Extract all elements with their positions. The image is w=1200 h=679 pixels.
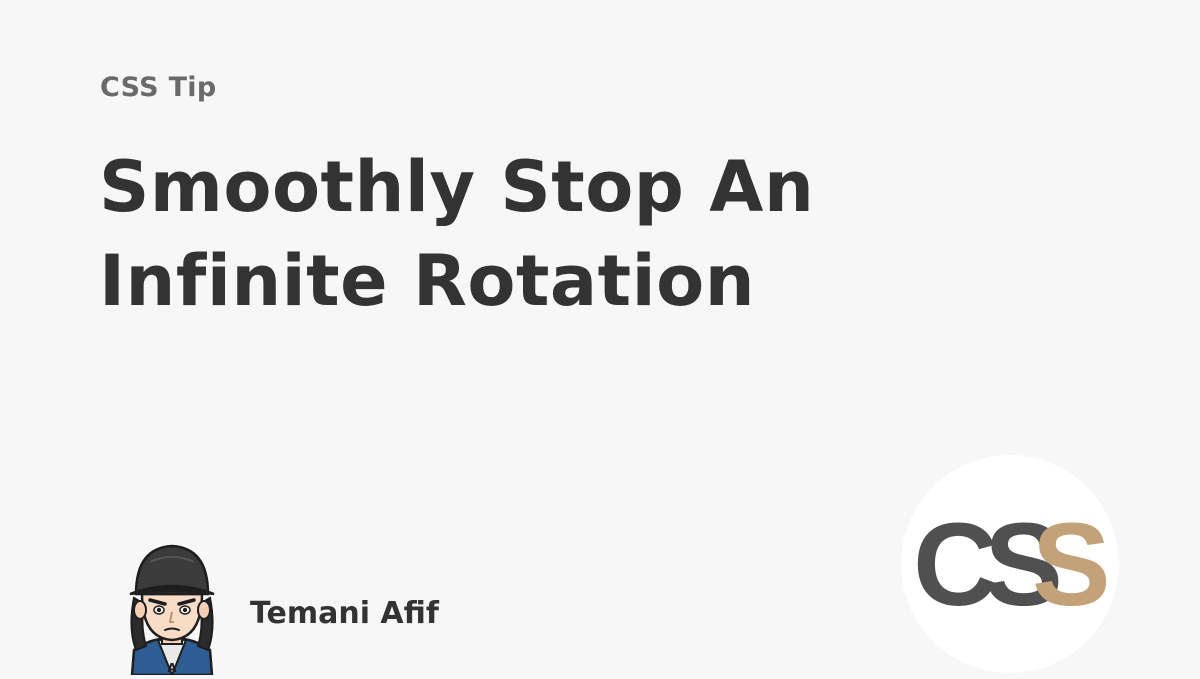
svg-text:S: S <box>1032 499 1111 631</box>
article-title-line-1: Smoothly Stop An <box>99 146 815 228</box>
css-logo-icon: CS S <box>901 455 1119 673</box>
svg-text:A: A <box>167 661 177 675</box>
author-avatar-icon: A <box>120 538 224 678</box>
card-kicker: CSS Tip <box>100 72 217 103</box>
article-title: Smoothly Stop An Infinite Rotation <box>99 140 999 328</box>
article-title-line-2: Infinite Rotation <box>99 240 756 322</box>
svg-text:CS: CS <box>913 499 1059 631</box>
author-name: Temani Afif <box>250 596 439 631</box>
